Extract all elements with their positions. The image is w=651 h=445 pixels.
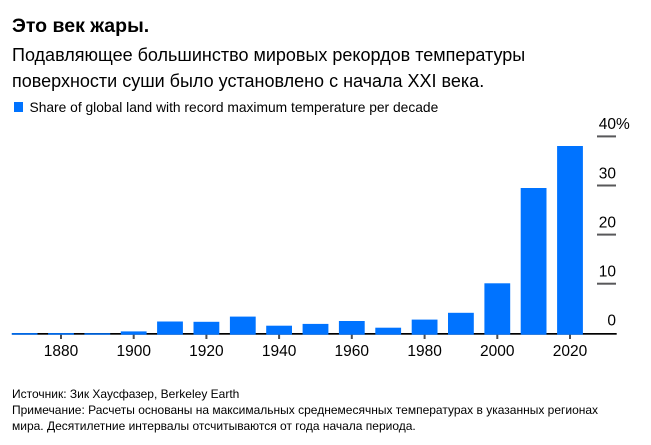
svg-text:20: 20	[599, 214, 617, 231]
svg-text:30: 30	[599, 165, 617, 182]
svg-text:1960: 1960	[335, 343, 370, 360]
svg-text:1900: 1900	[116, 343, 151, 360]
svg-text:%: %	[616, 116, 630, 133]
svg-text:1940: 1940	[262, 343, 297, 360]
svg-text:0: 0	[607, 313, 616, 330]
svg-text:40: 40	[599, 116, 617, 133]
svg-text:2020: 2020	[553, 343, 588, 360]
svg-text:1880: 1880	[44, 343, 79, 360]
svg-text:10: 10	[599, 264, 617, 281]
svg-text:2000: 2000	[480, 343, 515, 360]
svg-text:1980: 1980	[407, 343, 442, 360]
svg-text:1920: 1920	[189, 343, 224, 360]
